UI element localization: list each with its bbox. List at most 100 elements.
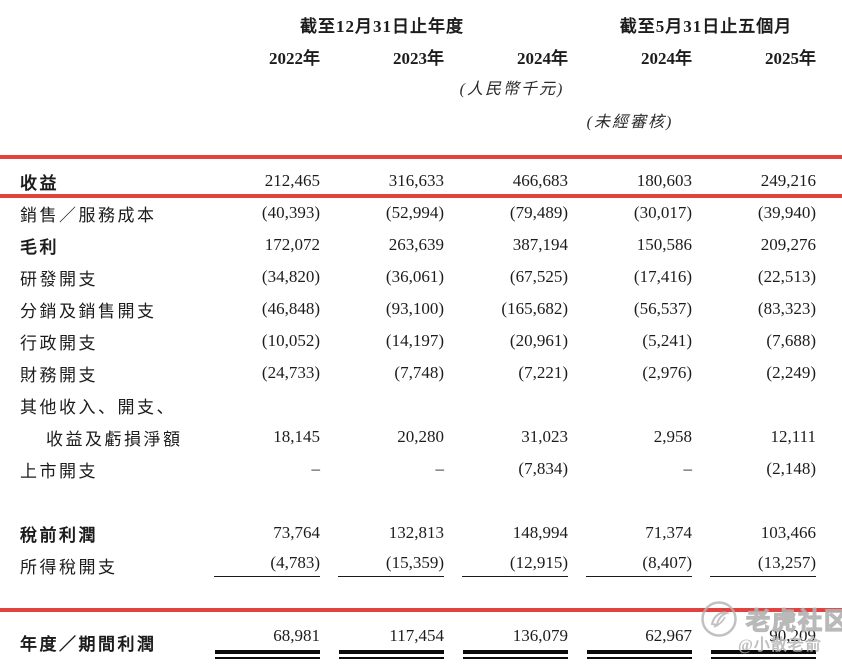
row-value-cell: 20,280 — [320, 421, 444, 453]
year-column-2022: 2022年 — [269, 49, 320, 68]
table-row: 銷售／服務成本 (40,393) (52,994) (79,489) (30,0… — [0, 197, 842, 229]
row-value: (40,393) — [261, 203, 320, 222]
row-value-cell: (165,682) — [444, 293, 568, 325]
row-value: 68,981 — [273, 626, 320, 645]
row-label: 年度／期間利潤 — [20, 635, 157, 654]
row-label: 分銷及銷售開支 — [20, 301, 157, 321]
row-value-cell: 148,994 — [444, 517, 568, 549]
row-value-cell: (7,834) — [444, 453, 568, 485]
row-value: (46,848) — [261, 299, 320, 318]
row-value-cell — [320, 581, 444, 619]
row-value-cell — [444, 581, 568, 619]
year-column-2023: 2023年 — [393, 49, 444, 68]
row-value: (7,221) — [518, 363, 568, 382]
table-row: 毛利 172,072 263,639 387,194 150,586 209,2… — [0, 229, 842, 261]
row-value-cell: (40,393) — [196, 197, 320, 229]
row-value-cell: (67,525) — [444, 261, 568, 293]
underline-rule — [710, 575, 816, 578]
double-underline-rule-thick — [339, 650, 444, 654]
row-value: (7,834) — [518, 459, 568, 478]
row-value: 71,374 — [645, 523, 692, 542]
underline-rule — [586, 575, 692, 578]
double-underline-rule-thin — [711, 657, 816, 659]
income-statement-table: 收益 212,465 316,633 466,683 180,603 249,2… — [0, 155, 842, 666]
row-value-cell: (14,197) — [320, 325, 444, 357]
tiger-community-logo-icon — [701, 601, 737, 637]
row-value: (17,416) — [633, 267, 692, 286]
table-row: 研發開支 (34,820) (36,061) (67,525) (17,416)… — [0, 261, 842, 293]
row-label — [20, 485, 196, 517]
underline-rule — [338, 575, 444, 578]
row-value-cell: 68,981 — [196, 619, 320, 666]
row-value: (7,688) — [766, 331, 816, 350]
row-value: (39,940) — [757, 203, 816, 222]
row-value-cell: (24,733) — [196, 357, 320, 389]
table-row: 其他收入、開支、 — [0, 389, 842, 421]
row-value-cell: 2,958 — [568, 421, 692, 453]
row-value: (5,241) — [642, 331, 692, 350]
row-value-cell: 466,683 — [444, 165, 568, 197]
row-value-cell: 212,465 — [196, 165, 320, 197]
row-value-cell — [444, 389, 568, 421]
row-value: (93,100) — [385, 299, 444, 318]
row-value: (34,820) — [261, 267, 320, 286]
year-column-2024-5m: 2024年 — [641, 49, 692, 68]
row-value: (22,513) — [757, 267, 816, 286]
row-value-cell — [568, 389, 692, 421]
underline-rule — [214, 575, 320, 578]
row-value: (2,976) — [642, 363, 692, 382]
row-label: 行政開支 — [20, 333, 98, 353]
year-header-row: 2022年 2023年 2024年 2024年 2025年 — [0, 44, 842, 69]
row-value: (165,682) — [501, 299, 568, 318]
row-value-cell: 90,209 — [692, 619, 816, 666]
row-value-cell: – — [196, 453, 321, 485]
row-value-cell — [196, 389, 320, 421]
row-value: 249,216 — [760, 171, 816, 190]
row-value-cell: 209,276 — [692, 229, 816, 261]
row-value-cell: (52,994) — [320, 197, 444, 229]
row-value: (10,052) — [261, 331, 320, 350]
row-value: 148,994 — [512, 523, 568, 542]
row-value: (67,525) — [509, 267, 568, 286]
row-value: 117,454 — [389, 626, 444, 645]
double-underline-rule-thin — [587, 657, 692, 659]
row-value: 466,683 — [512, 171, 568, 190]
row-value-cell — [196, 581, 320, 619]
row-value: (2,148) — [766, 459, 816, 478]
row-value-cell: – — [320, 453, 445, 485]
row-value-cell: (30,017) — [568, 197, 692, 229]
row-value-cell: 387,194 — [444, 229, 568, 261]
row-value-cell: 103,466 — [692, 517, 816, 549]
row-value-cell: (12,915) — [444, 549, 568, 581]
table-row: 所得稅開支 (4,783) (15,359) (12,915) (8,407) … — [0, 549, 842, 581]
row-label — [20, 581, 196, 619]
row-label: 毛利 — [20, 237, 59, 257]
table-row: 收益 212,465 316,633 466,683 180,603 249,2… — [0, 155, 842, 198]
row-value-cell: 249,216 — [692, 165, 816, 197]
currency-note: (人民幣千元) — [459, 81, 565, 98]
row-value: 209,276 — [760, 235, 816, 254]
row-value: (56,537) — [633, 299, 692, 318]
row-value-cell — [692, 389, 816, 421]
row-value-cell — [320, 389, 444, 421]
row-value-cell: (46,848) — [196, 293, 320, 325]
row-value: (14,197) — [385, 331, 444, 350]
row-value-cell — [568, 485, 692, 517]
double-underline-rule-thin — [215, 657, 320, 659]
row-label: 上市開支 — [20, 461, 98, 481]
row-label: 財務開支 — [20, 365, 98, 385]
row-label: 其他收入、開支、 — [20, 397, 176, 417]
row-value: 387,194 — [512, 235, 568, 254]
row-value: (20,961) — [509, 331, 568, 350]
table-row — [0, 485, 842, 517]
double-underline-rule-thick — [215, 650, 320, 654]
double-underline-rule-thick — [463, 650, 568, 654]
row-value-cell: (39,940) — [692, 197, 816, 229]
row-value-cell: (5,241) — [568, 325, 692, 357]
row-value: 180,603 — [636, 171, 692, 190]
row-value-cell: (7,221) — [444, 357, 568, 389]
row-value-cell: (4,783) — [196, 549, 320, 581]
row-value: (8,407) — [642, 552, 692, 572]
row-value-cell — [196, 485, 320, 517]
row-value: (15,359) — [385, 552, 444, 572]
